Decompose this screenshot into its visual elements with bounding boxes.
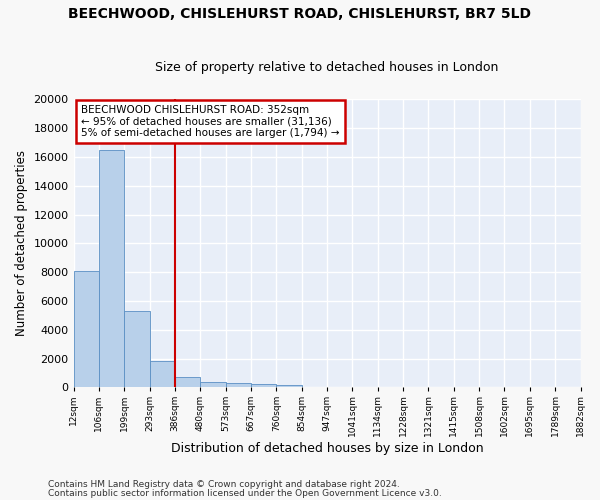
- Text: Contains HM Land Registry data © Crown copyright and database right 2024.: Contains HM Land Registry data © Crown c…: [48, 480, 400, 489]
- Text: BEECHWOOD, CHISLEHURST ROAD, CHISLEHURST, BR7 5LD: BEECHWOOD, CHISLEHURST ROAD, CHISLEHURST…: [68, 8, 532, 22]
- X-axis label: Distribution of detached houses by size in London: Distribution of detached houses by size …: [171, 442, 484, 455]
- Title: Size of property relative to detached houses in London: Size of property relative to detached ho…: [155, 62, 499, 74]
- Bar: [200, 382, 226, 388]
- Bar: [175, 378, 200, 388]
- Bar: [74, 270, 99, 388]
- Bar: [226, 384, 251, 388]
- Bar: [149, 360, 175, 388]
- Bar: [99, 150, 124, 388]
- Text: BEECHWOOD CHISLEHURST ROAD: 352sqm
← 95% of detached houses are smaller (31,136): BEECHWOOD CHISLEHURST ROAD: 352sqm ← 95%…: [81, 105, 340, 138]
- Bar: [251, 384, 277, 388]
- Bar: [277, 385, 302, 388]
- Bar: [124, 311, 149, 388]
- Text: Contains public sector information licensed under the Open Government Licence v3: Contains public sector information licen…: [48, 488, 442, 498]
- Y-axis label: Number of detached properties: Number of detached properties: [15, 150, 28, 336]
